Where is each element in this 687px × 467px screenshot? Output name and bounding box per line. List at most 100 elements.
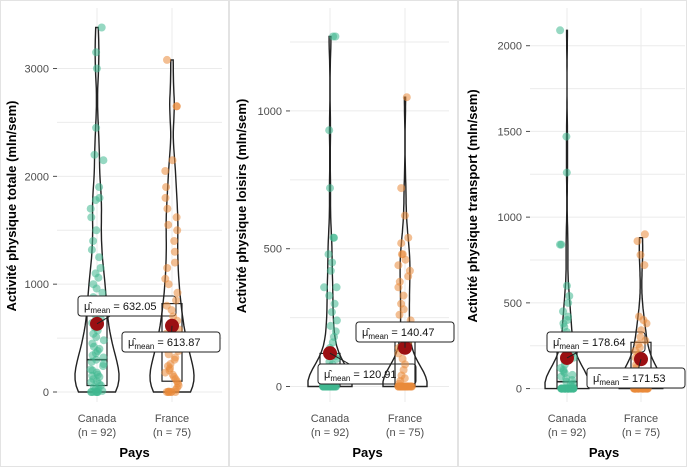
data-point <box>397 184 406 193</box>
data-point <box>556 26 565 35</box>
mean-label: μ̂mean = 613.87 <box>128 337 201 351</box>
data-point <box>329 32 338 41</box>
x-tick-count: (n = 92) <box>78 427 116 439</box>
data-point <box>330 233 338 242</box>
y-tick-label: 1000 <box>25 279 49 291</box>
y-tick-label: 0 <box>43 387 49 399</box>
mean-label-box <box>355 321 455 343</box>
data-point <box>559 307 567 316</box>
data-point <box>640 230 649 239</box>
data-point <box>99 360 108 368</box>
data-point <box>87 245 96 254</box>
data-point <box>636 250 645 259</box>
data-point <box>99 353 108 362</box>
data-point <box>99 336 108 345</box>
data-point <box>562 281 571 290</box>
panel-3: 0 500 1000 1500 2000 Activité physique transp… <box>458 0 687 467</box>
data-point <box>332 283 341 292</box>
data-point <box>328 258 337 267</box>
data-point <box>330 299 339 308</box>
mean-label-box <box>77 295 177 317</box>
data-point <box>169 312 178 321</box>
data-point <box>405 266 414 275</box>
data-point <box>170 258 179 267</box>
data-point <box>636 333 645 342</box>
y-tick-label: 0 <box>516 384 522 396</box>
data-point <box>327 308 336 317</box>
data-point <box>161 274 170 283</box>
panel-border <box>458 0 687 467</box>
data-point <box>173 288 182 297</box>
mean-label-box <box>317 363 417 385</box>
y-tick-label: 2000 <box>498 41 522 53</box>
data-point <box>162 301 171 310</box>
x-tick-count: (n = 75) <box>622 427 660 439</box>
panel-border <box>229 0 458 467</box>
data-point <box>95 193 104 202</box>
x-axis-label: Pays <box>589 445 619 460</box>
data-point <box>162 183 171 192</box>
mean-label: μ̂mean = 632.05 <box>84 301 157 315</box>
data-point <box>172 213 181 222</box>
x-tick-label: Canada <box>78 413 117 425</box>
data-point <box>398 250 407 259</box>
mean-label-box <box>586 367 686 389</box>
x-tick-count: (n = 75) <box>153 427 191 439</box>
data-point <box>326 321 335 330</box>
data-point <box>565 292 574 300</box>
data-point <box>164 220 173 229</box>
data-point <box>637 326 646 335</box>
data-point <box>400 211 409 220</box>
y-tick-label: 1000 <box>498 212 522 224</box>
data-point <box>640 261 649 270</box>
x-axis-label: Pays <box>119 445 149 460</box>
data-point <box>92 226 101 235</box>
mean-label: μ̂mean = 178.64 <box>553 337 626 351</box>
data-point <box>170 247 179 256</box>
panel-2: 0 500 1000 Activité physique loisirs (mln/s… <box>229 0 458 467</box>
data-point <box>556 240 564 249</box>
data-point <box>398 354 407 363</box>
data-point <box>395 277 404 286</box>
y-tick-label: 1000 <box>258 106 282 118</box>
x-tick-count: (n = 92) <box>311 427 349 439</box>
data-point <box>91 269 100 278</box>
data-point <box>89 280 98 289</box>
x-tick-count: (n = 92) <box>548 427 586 439</box>
data-point <box>402 93 411 102</box>
data-point <box>564 312 572 321</box>
x-axis-label: Pays <box>352 445 382 460</box>
y-tick-label: 500 <box>264 244 282 256</box>
data-point <box>326 184 334 193</box>
x-tick-label: Canada <box>548 413 587 425</box>
data-point <box>96 264 105 272</box>
data-point <box>402 382 410 391</box>
data-point <box>172 296 181 305</box>
data-point <box>635 312 643 321</box>
x-tick-label: Canada <box>311 413 350 425</box>
y-tick-label: 0 <box>276 381 282 393</box>
data-point <box>562 168 571 177</box>
data-point <box>399 291 408 300</box>
data-point <box>99 156 108 165</box>
data-point <box>394 261 403 270</box>
data-point <box>564 298 573 307</box>
data-point <box>172 102 181 111</box>
data-point <box>397 299 406 308</box>
data-point <box>562 132 571 141</box>
mean-label: μ̂mean = 140.47 <box>362 327 435 341</box>
data-point <box>332 316 341 325</box>
y-tick-label: 2000 <box>25 171 49 183</box>
data-point <box>95 183 104 192</box>
data-point <box>320 283 329 292</box>
data-point <box>404 233 413 242</box>
y-axis-label: Activité physique totale (mln/sem) <box>4 101 19 312</box>
data-point <box>331 327 340 336</box>
x-tick-label: France <box>624 413 658 425</box>
y-axis-label: Activité physique loisirs (mln/sem) <box>234 99 249 314</box>
data-point <box>98 288 107 297</box>
data-point <box>633 237 642 246</box>
data-point <box>395 310 404 319</box>
data-point <box>90 150 99 159</box>
